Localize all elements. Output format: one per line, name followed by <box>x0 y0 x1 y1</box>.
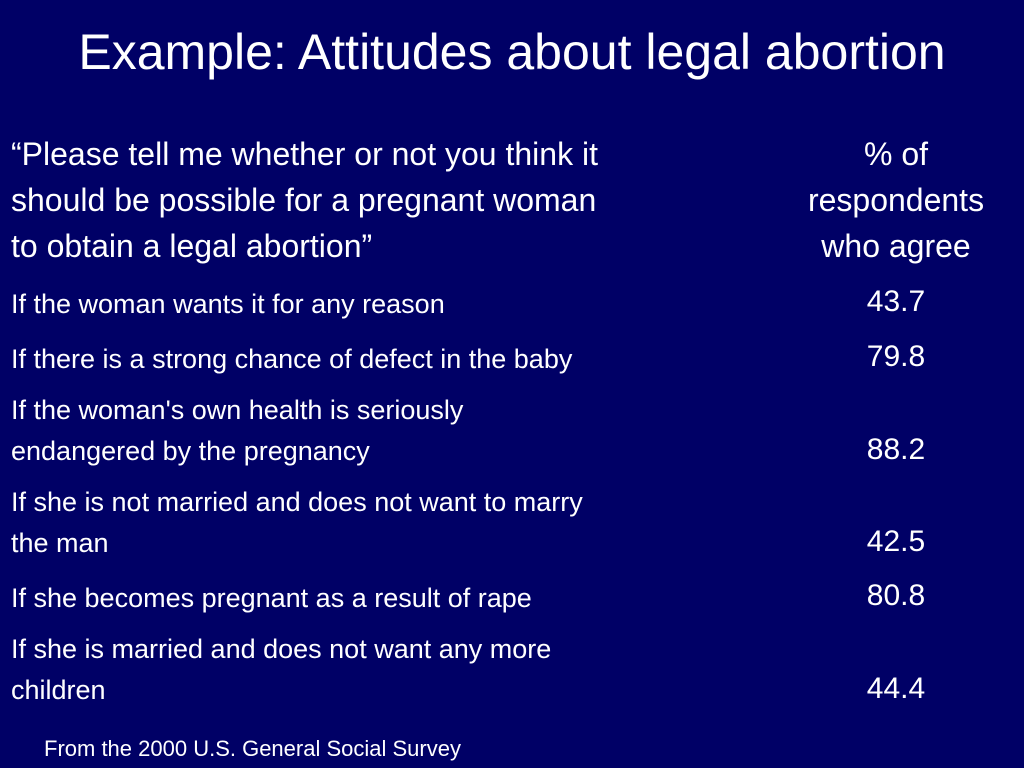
row-value: 88.2 <box>866 433 926 466</box>
row-label: If she becomes pregnant as a result of r… <box>11 578 771 619</box>
row-value: 42.5 <box>866 525 926 558</box>
value-header-line: respondents <box>807 182 985 218</box>
row-value: 43.7 <box>866 285 926 318</box>
value-header-line: who agree <box>821 228 971 264</box>
row-label: If the woman's own health is seriously e… <box>11 390 771 472</box>
row-value: 44.4 <box>866 672 926 705</box>
value-column-header: % of respondents who agree <box>780 131 1012 269</box>
row-label-line: If she becomes pregnant as a result of r… <box>11 583 532 613</box>
row-value: 80.8 <box>866 579 926 612</box>
row-label-line: If there is a strong chance of defect in… <box>11 344 573 374</box>
value-header-line: % of <box>863 136 929 172</box>
row-label-line: If she is not married and does not want … <box>11 487 583 517</box>
source-footnote: From the 2000 U.S. General Social Survey <box>44 736 461 761</box>
row-value: 79.8 <box>866 340 926 373</box>
question-line: should be possible for a pregnant woman <box>11 182 597 218</box>
row-label-line: If the woman wants it for any reason <box>11 289 445 319</box>
row-label: If there is a strong chance of defect in… <box>11 339 771 380</box>
slide-title: Example: Attitudes about legal abortion <box>78 24 946 80</box>
row-label: If she is married and does not want any … <box>11 629 771 711</box>
row-label-line: the man <box>11 528 109 558</box>
row-label: If she is not married and does not want … <box>11 482 771 564</box>
row-label: If the woman wants it for any reason <box>11 284 771 325</box>
question-line: “Please tell me whether or not you think… <box>11 136 598 172</box>
question-header: “Please tell me whether or not you think… <box>11 131 771 269</box>
row-label-line: children <box>11 675 106 705</box>
question-line: to obtain a legal abortion” <box>11 228 373 264</box>
row-label-line: If she is married and does not want any … <box>11 634 552 664</box>
row-label-line: If the woman's own health is seriously <box>11 395 464 425</box>
row-label-line: endangered by the pregnancy <box>11 436 370 466</box>
